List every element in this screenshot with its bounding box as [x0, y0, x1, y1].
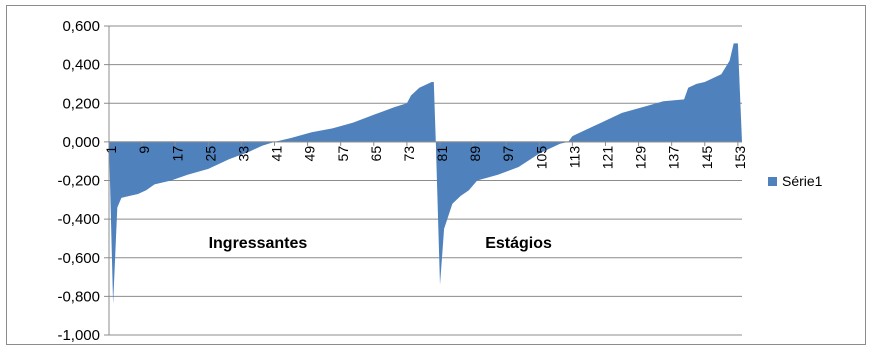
y-axis: 0,600 0,400 0,200 0,000 -0,200 -0,400 -0,600 -0… — [57, 18, 110, 344]
annotations: Ingressantes Estágios — [209, 235, 552, 252]
x-tick-label: 145 — [699, 146, 715, 170]
y-tick-label: -0,600 — [57, 250, 100, 267]
y-tick-label: -1,000 — [57, 327, 100, 344]
x-tick-label: 89 — [467, 146, 483, 162]
y-tick-label: 0,200 — [62, 95, 100, 112]
annotation-label: Ingressantes — [209, 235, 308, 252]
x-axis: 1 9 17 25 33 41 49 57 65 73 81 89 97 105 113 121 129 137 1… — [103, 141, 748, 170]
x-tick-label: 73 — [401, 146, 417, 162]
x-tick-label: 105 — [533, 146, 549, 170]
legend: Série1 — [768, 173, 823, 189]
x-tick-label: 9 — [136, 146, 152, 154]
x-tick-label: 121 — [600, 146, 616, 170]
legend-swatch — [768, 177, 777, 186]
x-tick-label: 25 — [202, 146, 218, 162]
x-tick-label: 41 — [269, 146, 285, 162]
x-tick-label: 129 — [633, 146, 649, 170]
x-tick-label: 49 — [302, 146, 318, 162]
x-tick-label: 57 — [335, 146, 351, 162]
x-tick-label: 17 — [169, 146, 185, 162]
x-tick-label: 113 — [566, 146, 582, 169]
y-tick-label: 0,000 — [62, 134, 100, 151]
area-layer — [109, 43, 742, 305]
series-area — [109, 43, 742, 305]
x-tick-label: 97 — [500, 146, 516, 162]
y-tick-label: -0,800 — [57, 288, 100, 305]
y-tick-label: -0,400 — [57, 211, 100, 228]
gridlines — [109, 25, 742, 336]
x-tick-label: 65 — [368, 146, 384, 162]
y-tick-label: 0,600 — [62, 18, 100, 35]
legend-label: Série1 — [782, 173, 823, 189]
x-tick-label: 81 — [434, 146, 450, 162]
x-tick-label: 153 — [732, 146, 748, 170]
x-tick-label: 1 — [103, 146, 119, 154]
x-tick-label: 137 — [666, 146, 682, 170]
annotation-label: Estágios — [485, 235, 552, 252]
y-tick-label: 0,400 — [62, 57, 100, 74]
x-tick-label: 33 — [235, 146, 251, 162]
y-tick-label: -0,200 — [57, 173, 100, 190]
